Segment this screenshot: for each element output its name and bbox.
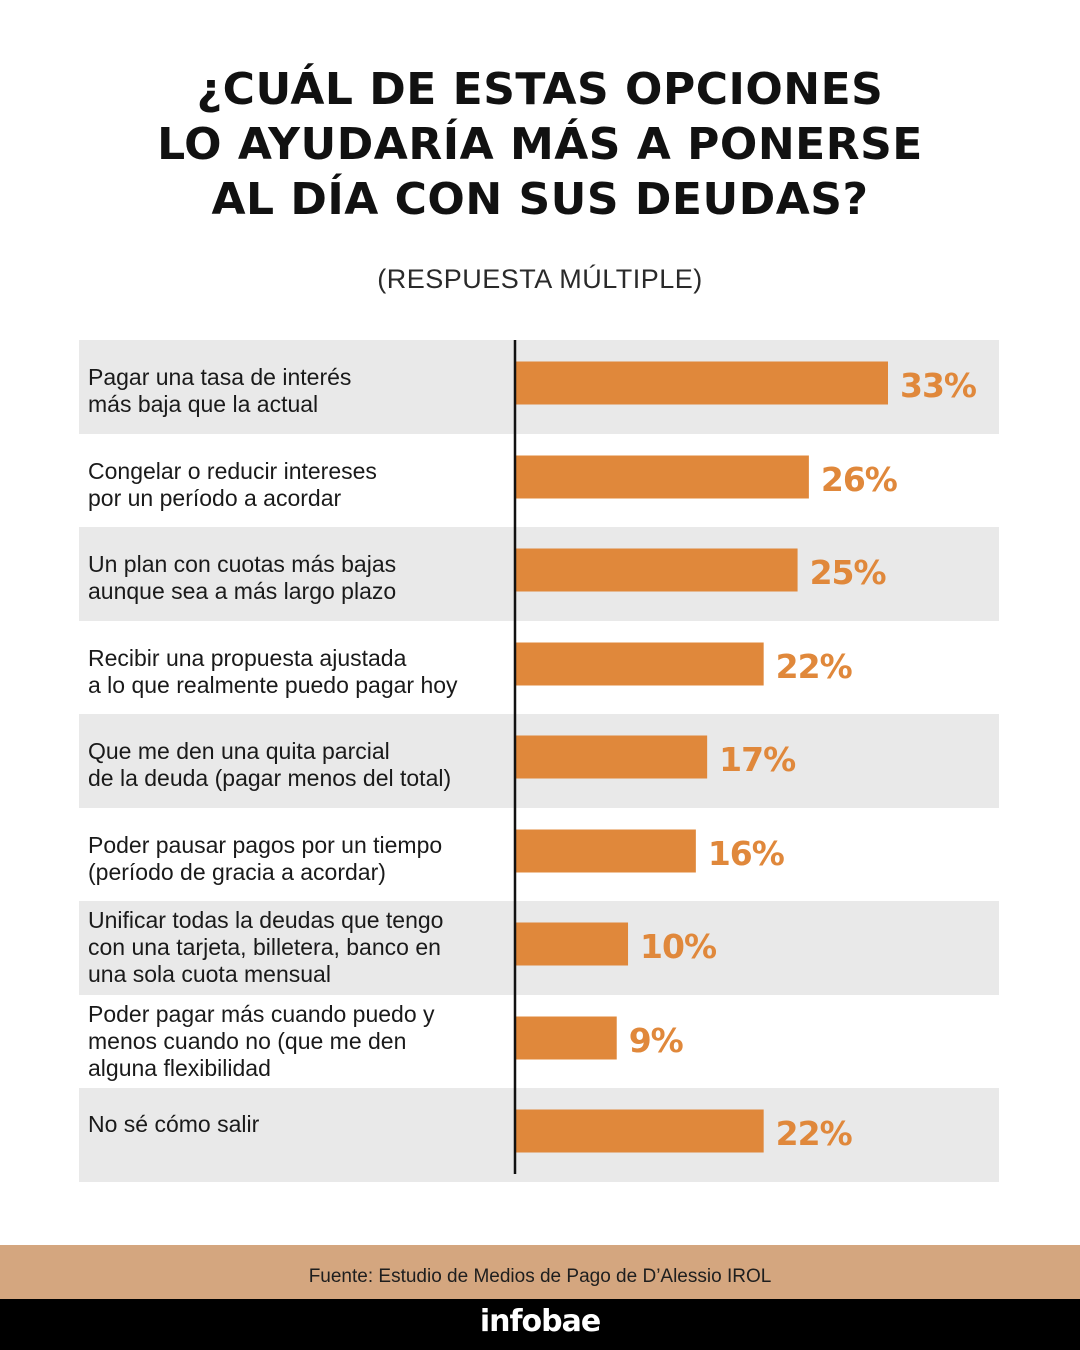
chart-subtitle: (RESPUESTA MÚLTIPLE) [377, 264, 703, 294]
category-label: Congelar o reducir intereses por un perío… [88, 458, 377, 511]
data-label: 26% [821, 460, 898, 499]
category-label: Un plan con cuotas más bajas aunque sea a… [88, 551, 396, 604]
category-label-line: aunque sea a más largo plazo [88, 578, 396, 604]
category-label-line: Que me den una quita parcial [88, 738, 390, 764]
chart-title: ¿CUÁL DE ESTAS OPCIONES LO AYUDARÍA MÁS … [0, 62, 1080, 227]
data-label: 17% [719, 740, 796, 779]
category-label-line: Poder pagar más cuando puedo y [88, 1001, 435, 1027]
data-label: 33% [900, 366, 977, 405]
chart-title-line-1: ¿CUÁL DE ESTAS OPCIONES [196, 64, 884, 115]
category-label: Recibir una propuesta ajustada a lo que r… [88, 645, 458, 698]
bar [515, 361, 888, 405]
category-label: Pagar una tasa de interés más baja que la… [88, 364, 351, 417]
data-label: 10% [640, 927, 717, 966]
category-label-line: por un período a acordar [88, 485, 342, 511]
bar [515, 1016, 617, 1060]
category-label-line: de la deuda (pagar menos del total) [88, 765, 451, 791]
chart-title-line-2: LO AYUDARÍA MÁS A PONERSE [157, 119, 923, 170]
category-label-line: a lo que realmente puedo pagar hoy [88, 672, 458, 698]
bar [515, 548, 798, 592]
category-label-line: Congelar o reducir intereses [88, 458, 377, 484]
category-label-line: más baja que la actual [88, 391, 318, 417]
category-label: Unificar todas la deudas que tengo con un… [88, 907, 443, 987]
bar [515, 455, 809, 499]
category-label-line: Recibir una propuesta ajustada [88, 645, 407, 671]
category-label-line: (período de gracia a acordar) [88, 859, 386, 885]
category-label-line: Unificar todas la deudas que tengo [88, 907, 443, 933]
bar [515, 1109, 764, 1153]
bar [515, 922, 629, 966]
bar-chart: Pagar una tasa de interés más baja que la… [79, 340, 999, 1182]
category-label-line: No sé cómo salir [88, 1111, 260, 1137]
brand-logo: infobae [479, 1304, 601, 1339]
category-label: No sé cómo salir [88, 1111, 260, 1137]
category-label-line: con una tarjeta, billetera, banco en [88, 934, 441, 960]
data-label: 22% [776, 647, 853, 686]
category-label-line: Pagar una tasa de interés [88, 364, 351, 390]
category-label-line: Un plan con cuotas más bajas [88, 551, 396, 577]
category-label-line: Poder pausar pagos por un tiempo [88, 832, 442, 858]
data-label: 22% [776, 1114, 853, 1153]
brand-band [0, 1299, 1080, 1350]
category-label-line: menos cuando no (que me den [88, 1028, 406, 1054]
category-label-line: alguna flexibilidad [88, 1055, 271, 1081]
data-label: 25% [810, 553, 887, 592]
category-label: Que me den una quita parcial de la deuda … [88, 738, 451, 791]
bar [515, 642, 764, 686]
data-label: 16% [708, 834, 785, 873]
category-label: Poder pausar pagos por un tiempo (período… [88, 832, 442, 885]
chart-title-line-3: AL DÍA CON SUS DEUDAS? [211, 174, 869, 225]
category-label: Poder pagar más cuando puedo y menos cuan… [88, 1001, 435, 1081]
data-label: 9% [629, 1021, 684, 1060]
source-band [0, 1245, 1080, 1299]
bar [515, 829, 696, 873]
bar [515, 735, 708, 779]
category-label-line: una sola cuota mensual [88, 961, 331, 987]
source-note: Fuente: Estudio de Medios de Pago de D’A… [308, 1266, 772, 1287]
